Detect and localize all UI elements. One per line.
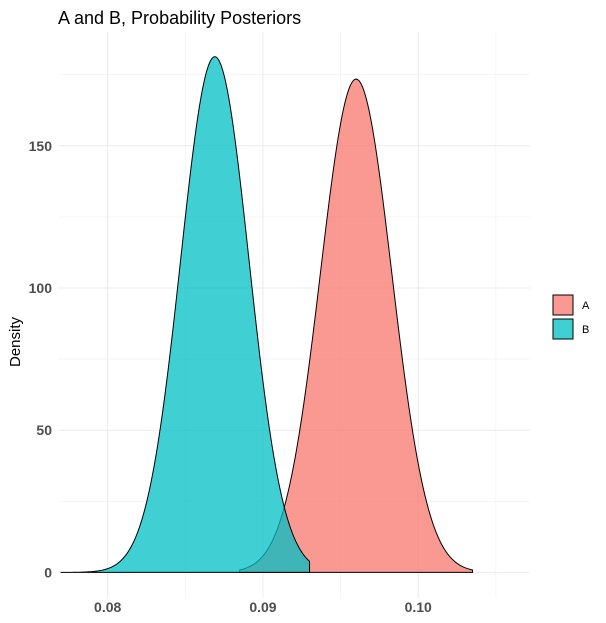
legend: AB xyxy=(552,294,590,340)
legend-label-a: A xyxy=(582,300,590,312)
y-tick-label: 50 xyxy=(36,422,52,438)
x-tick-label: 0.08 xyxy=(94,599,121,615)
legend-label-b: B xyxy=(582,324,589,336)
density-area-b xyxy=(60,56,311,573)
legend-swatch-a xyxy=(552,294,574,316)
density-areas xyxy=(60,56,474,573)
y-axis-ticks: 0 50 100 150 xyxy=(29,138,53,581)
chart-title: A and B, Probability Posteriors xyxy=(58,8,301,28)
y-axis-label: Density xyxy=(7,316,24,367)
legend-swatch-b xyxy=(552,318,574,340)
x-tick-label: 0.09 xyxy=(249,599,276,615)
y-tick-label: 150 xyxy=(29,138,53,154)
y-tick-label: 100 xyxy=(29,280,53,296)
y-tick-label: 0 xyxy=(44,564,52,580)
x-tick-label: 0.10 xyxy=(405,599,432,615)
x-axis-ticks: 0.08 0.09 0.10 xyxy=(94,599,432,615)
